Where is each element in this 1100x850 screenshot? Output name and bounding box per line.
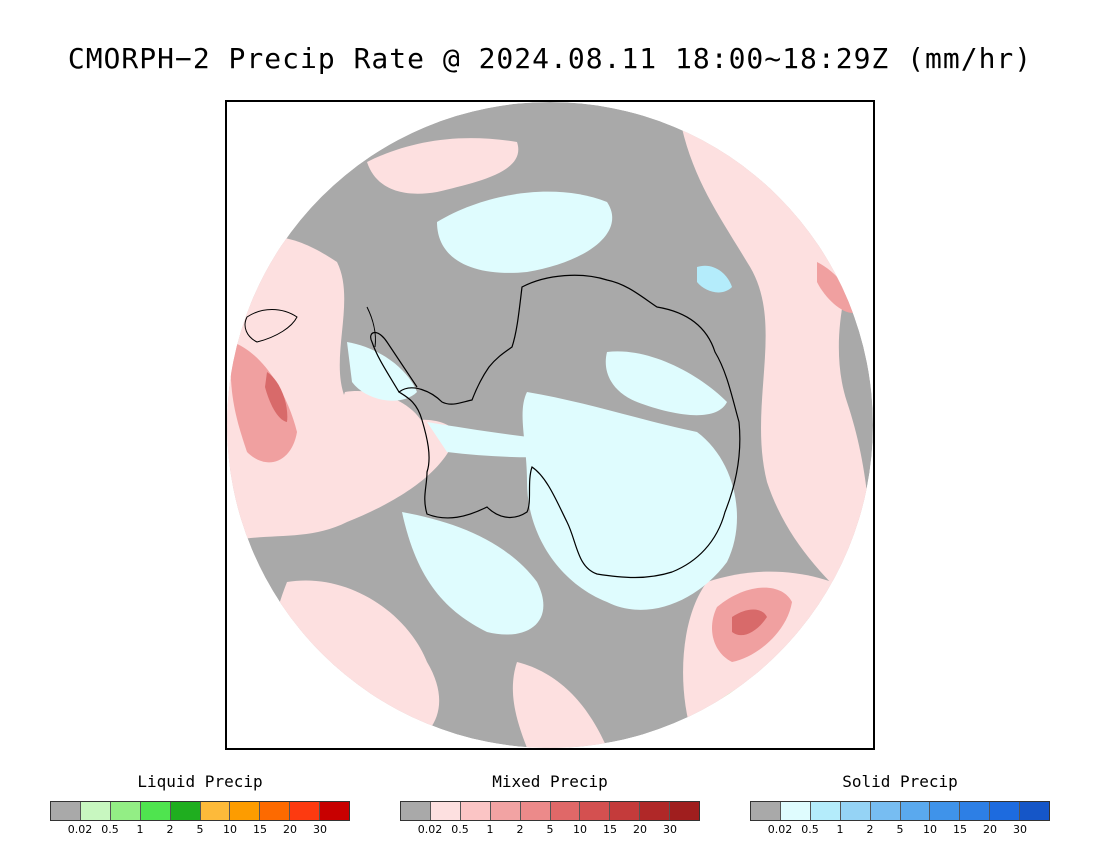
- legend-swatch: [110, 802, 141, 820]
- mixed-precip-moderate: [230, 342, 297, 463]
- legend-solid: Solid Precip 0.02 0.5 1 2 5 10 15 20 30: [750, 772, 1050, 837]
- legend-mixed: Mixed Precip 0.02 0.5 1 2 5 10 15 20 30: [400, 772, 700, 837]
- legend-swatch: [610, 802, 641, 820]
- legend-swatch: [640, 802, 671, 820]
- legend-swatch: [490, 802, 521, 820]
- solid-precip-region: [347, 342, 417, 401]
- legend-tick-label: 0.5: [801, 823, 819, 836]
- legend-tick-label: 30: [663, 823, 677, 836]
- south-america-coastline: [244, 309, 298, 343]
- legend-swatch: [140, 802, 171, 820]
- legend-swatch: [960, 802, 991, 820]
- legend-swatch: [430, 802, 461, 820]
- legend-swatch: [51, 802, 81, 820]
- legend-tick-label: 15: [253, 823, 267, 836]
- legend-swatch: [990, 802, 1021, 820]
- legend-tick-label: 0.02: [767, 823, 793, 836]
- solid-precip-region: [402, 512, 544, 635]
- solid-precip-region: [605, 351, 727, 416]
- legend-tick-label: 0.5: [451, 823, 469, 836]
- mixed-precip-moderate: [817, 262, 857, 313]
- solid-precip-moderate: [697, 265, 732, 293]
- legend-tick-label: 30: [1013, 823, 1027, 836]
- mixed-precip-region: [367, 138, 519, 194]
- polar-map: [225, 100, 875, 750]
- chart-title: CMORPH−2 Precip Rate @ 2024.08.11 18:00~…: [67, 42, 1033, 75]
- legend-tick-label: 0.5: [101, 823, 119, 836]
- tick-labels: 0.02 0.5 1 2 5 10 15 20 30: [400, 823, 700, 837]
- legend-tick-label: 15: [953, 823, 967, 836]
- legend-swatch: [520, 802, 551, 820]
- legend-tick-label: 2: [166, 823, 174, 836]
- legend-swatch: [751, 802, 781, 820]
- legend-swatch: [870, 802, 901, 820]
- legend-tick-label: 5: [196, 823, 204, 836]
- legend-swatch: [230, 802, 261, 820]
- legend-swatch: [930, 802, 961, 820]
- antarctica-coastline: [397, 274, 741, 579]
- legend-tick-label: 2: [866, 823, 874, 836]
- legend-title: Liquid Precip: [137, 772, 263, 791]
- legend-title: Solid Precip: [842, 772, 958, 791]
- legend-swatch: [320, 802, 350, 820]
- legend-tick-label: 20: [283, 823, 297, 836]
- legend-tick-label: 0.02: [67, 823, 93, 836]
- mixed-precip-region: [512, 662, 607, 748]
- legend-tick-label: 10: [923, 823, 937, 836]
- legend-swatch: [580, 802, 611, 820]
- legend-tick-label: 1: [136, 823, 144, 836]
- mixed-precip-heavy: [265, 372, 288, 422]
- precip-map-svg: [227, 102, 873, 748]
- solid-precip-region: [437, 191, 613, 273]
- legend-swatch: [260, 802, 291, 820]
- legend-swatch: [550, 802, 581, 820]
- tick-labels: 0.02 0.5 1 2 5 10 15 20 30: [50, 823, 350, 837]
- legend-title: Mixed Precip: [492, 772, 608, 791]
- legend-liquid: Liquid Precip 0.02 0.5 1 2 5 10 15 20 30: [50, 772, 350, 837]
- legend-tick-label: 10: [573, 823, 587, 836]
- legend-tick-label: 1: [836, 823, 844, 836]
- color-bar: [750, 801, 1050, 821]
- legend-tick-label: 20: [633, 823, 647, 836]
- mixed-precip-heavy: [732, 609, 767, 636]
- legend-tick-label: 1: [486, 823, 494, 836]
- legend-tick-label: 2: [516, 823, 524, 836]
- legend-swatch: [290, 802, 321, 820]
- tick-labels: 0.02 0.5 1 2 5 10 15 20 30: [750, 823, 1050, 837]
- legend-swatch: [80, 802, 111, 820]
- legend-swatch: [460, 802, 491, 820]
- legend-swatch: [900, 802, 931, 820]
- legend-swatch: [200, 802, 231, 820]
- legend-swatch: [840, 802, 871, 820]
- antarctic-peninsula-coastline: [370, 332, 418, 393]
- legend-swatch: [670, 802, 700, 820]
- legend-tick-label: 10: [223, 823, 237, 836]
- legend-swatch: [1020, 802, 1050, 820]
- legend-tick-label: 30: [313, 823, 327, 836]
- legend-tick-label: 20: [983, 823, 997, 836]
- mixed-precip-region: [341, 391, 427, 452]
- solid-precip-region: [427, 422, 627, 458]
- coastline-fragment: [366, 306, 376, 348]
- mixed-precip-region: [227, 236, 457, 542]
- color-bar: [400, 801, 700, 821]
- legend-swatch: [810, 802, 841, 820]
- legend-tick-label: 15: [603, 823, 617, 836]
- legend-tick-label: 5: [896, 823, 904, 836]
- legend-swatch: [170, 802, 201, 820]
- legend-swatch: [780, 802, 811, 820]
- legend-tick-label: 5: [546, 823, 554, 836]
- legend-tick-label: 0.02: [417, 823, 443, 836]
- color-bar: [50, 801, 350, 821]
- legend-swatch: [401, 802, 431, 820]
